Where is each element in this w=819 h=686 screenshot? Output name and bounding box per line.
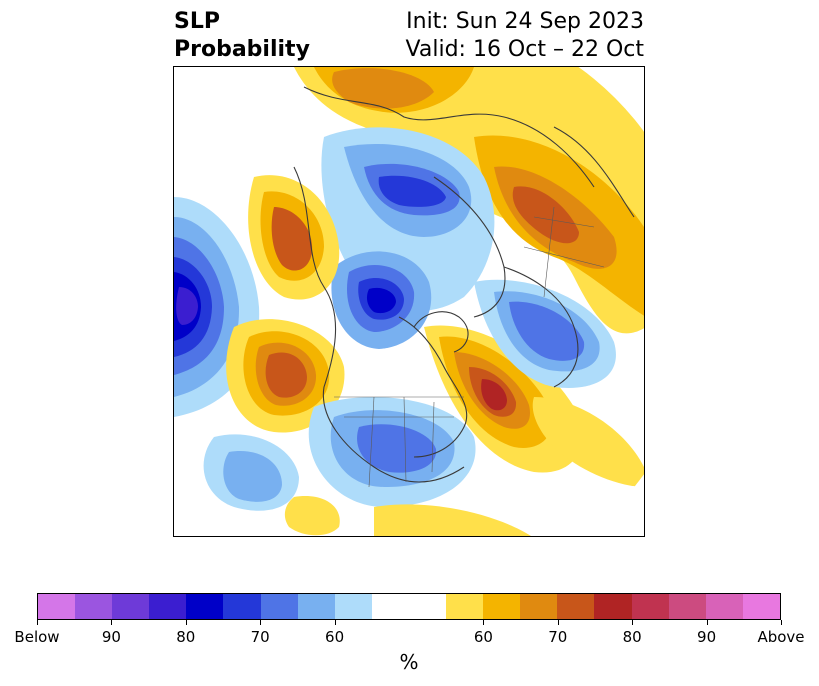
colorbar-cell xyxy=(557,594,595,619)
colorbar-tick-mark xyxy=(260,620,262,625)
colorbar-tick-mark xyxy=(632,620,634,625)
colorbar-tick-mark xyxy=(706,620,708,625)
map-frame xyxy=(173,66,645,537)
colorbar-tick-mark xyxy=(185,620,187,625)
coastlines xyxy=(293,86,635,483)
colorbar-tick-label: Below xyxy=(14,628,60,646)
title-type: Probability xyxy=(174,37,310,62)
anomaly-below-us-70 xyxy=(357,424,437,473)
colorbar-cell xyxy=(112,594,150,619)
title-variable: SLP xyxy=(174,9,220,34)
colorbar-tick-mark xyxy=(483,620,485,625)
anomaly-above-atlantic-80 xyxy=(481,379,507,411)
colorbar-cell xyxy=(520,594,558,619)
colorbar-cell xyxy=(260,594,298,619)
colorbar-cell xyxy=(631,594,669,619)
colorbar-cell xyxy=(446,594,484,619)
anomaly-above-north-70 xyxy=(332,68,434,109)
colorbar-cell xyxy=(223,594,261,619)
colorbar-tick-mark xyxy=(557,620,559,625)
colorbar-cell xyxy=(705,594,743,619)
colorbar-cell xyxy=(594,594,632,619)
anomaly-above-pacific-nw-75 xyxy=(265,352,307,398)
colorbar-cell xyxy=(371,594,409,619)
colorbar-tick-label: 90 xyxy=(101,628,121,646)
colorbar-tick-label: Above xyxy=(757,628,805,646)
anomaly-below-pacific-85 xyxy=(176,287,198,325)
colorbar xyxy=(37,593,781,620)
anomaly-above-alaska-70 xyxy=(271,207,313,271)
anomaly-below-south-pacific-65 xyxy=(223,451,282,502)
anomaly-above-south-60 xyxy=(374,504,534,536)
colorbar-cell xyxy=(297,594,335,619)
title-block-right: Init: Sun 24 Sep 2023 Valid: 16 Oct – 22… xyxy=(406,8,644,64)
borders xyxy=(334,206,605,488)
colorbar-cell xyxy=(38,594,76,619)
colorbar-cell xyxy=(408,594,447,619)
colorbar-tick-label: 80 xyxy=(176,628,196,646)
colorbar-cell xyxy=(742,594,780,619)
colorbar-tick-label: 70 xyxy=(250,628,270,646)
colorbar-tick-mark xyxy=(781,620,782,625)
colorbar-cell xyxy=(186,594,224,619)
anomaly-below-arctic-75 xyxy=(378,175,446,207)
colorbar-tick-mark xyxy=(111,620,113,625)
colorbar-tick-label: 90 xyxy=(697,628,717,646)
anomaly-above-south-west-60 xyxy=(284,496,340,536)
colorbar-cell xyxy=(483,594,521,619)
anomaly-above-south-east-60 xyxy=(532,397,644,487)
anomaly-above-eurasia-75 xyxy=(512,186,579,244)
valid-range: Valid: 16 Oct – 22 Oct xyxy=(405,37,644,62)
anomaly-below-canada-80 xyxy=(366,287,396,314)
probability-map xyxy=(174,67,644,536)
colorbar-cell xyxy=(668,594,706,619)
colorbar-tick-mark xyxy=(37,620,38,625)
colorbar-unit: % xyxy=(399,650,419,674)
colorbar-tick-label: 60 xyxy=(325,628,345,646)
anomaly-below-europe-70 xyxy=(509,301,585,361)
colorbar-cell xyxy=(75,594,113,619)
colorbar-tick-label: 70 xyxy=(548,628,568,646)
colorbar-tick-label: 60 xyxy=(473,628,493,646)
colorbar-cell xyxy=(334,594,372,619)
colorbar-tick-label: 80 xyxy=(622,628,642,646)
colorbar-cell xyxy=(149,594,187,619)
title-block-left: SLP Probability xyxy=(174,8,310,64)
colorbar-tick-mark xyxy=(334,620,336,625)
init-date: Init: Sun 24 Sep 2023 xyxy=(406,9,644,34)
